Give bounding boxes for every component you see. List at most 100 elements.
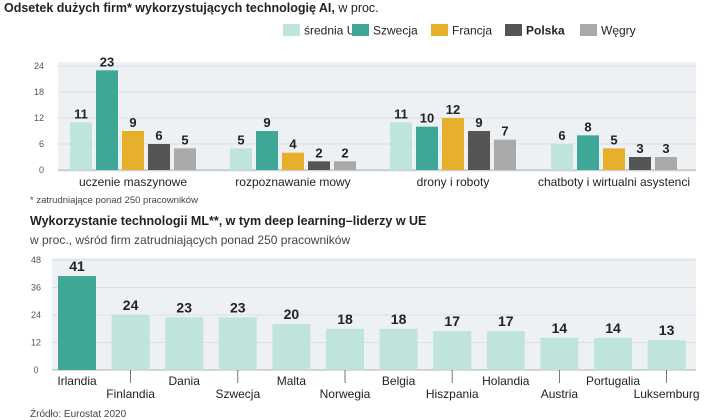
chart2-y-tick-label: 24 bbox=[31, 310, 41, 320]
chart2-category-label: Norwegia bbox=[320, 387, 371, 401]
chart1-bars: 11 23 9 6 5 5 9 4 2 2 11 10 12 9 7 6 8 5 3 3 bbox=[70, 54, 677, 170]
chart1-y-tick-label: 0 bbox=[39, 165, 44, 175]
chart2-y-axis: 0 12 24 36 48 bbox=[31, 255, 41, 375]
chart1-bar bbox=[655, 157, 677, 170]
chart1-bar bbox=[390, 122, 412, 170]
chart2-category-label: Austria bbox=[541, 387, 579, 401]
legend-label: Polska bbox=[526, 24, 565, 38]
legend-swatch bbox=[580, 24, 597, 36]
chart1-bar bbox=[96, 70, 118, 170]
chart1-bar bbox=[122, 131, 144, 170]
chart1-data-label: 4 bbox=[289, 137, 297, 152]
chart2-category-label: Finlandia bbox=[106, 387, 155, 401]
chart1-data-label: 9 bbox=[475, 115, 482, 130]
chart2-data-label: 14 bbox=[552, 320, 568, 336]
chart1-bar bbox=[494, 139, 516, 170]
chart2-bar bbox=[165, 317, 204, 370]
chart2-category-label: Portugalia bbox=[586, 374, 640, 388]
legend: średnia UE Szwecja Francja Polska Węgry bbox=[283, 24, 636, 38]
legend-label: Szwecja bbox=[373, 24, 418, 38]
chart2-data-label: 17 bbox=[444, 313, 460, 329]
chart2-bar bbox=[647, 340, 686, 370]
chart2-data-label: 18 bbox=[337, 311, 353, 327]
chart1-bar bbox=[334, 161, 356, 170]
legend-label: Węgry bbox=[601, 24, 636, 38]
chart1-bar bbox=[70, 122, 92, 170]
chart1-category-label: drony i roboty bbox=[417, 175, 490, 189]
chart2-y-tick-label: 0 bbox=[33, 365, 38, 375]
chart2-y-tick-label: 12 bbox=[31, 338, 41, 348]
chart2-x-axis: Irlandia Finlandia Dania Szwecja Malta Norweg… bbox=[57, 370, 700, 401]
legend-swatch bbox=[431, 24, 448, 36]
chart1-y-tick-label: 6 bbox=[39, 139, 44, 149]
chart1-bar bbox=[629, 157, 651, 170]
chart1-data-label: 2 bbox=[341, 145, 348, 160]
chart1-bar bbox=[174, 148, 196, 170]
chart1-y-tick-label: 24 bbox=[34, 61, 44, 71]
chart1-title: Odsetek dużych firm* wykorzystujących te… bbox=[4, 1, 379, 15]
chart1-bar bbox=[468, 131, 490, 170]
chart1-data-label: 12 bbox=[446, 102, 460, 117]
chart1-bar bbox=[308, 161, 330, 170]
chart2-data-label: 13 bbox=[659, 322, 675, 338]
chart2-data-label: 24 bbox=[123, 297, 139, 313]
chart1-bar bbox=[577, 135, 599, 170]
chart2-bars: 41 24 23 23 20 18 18 17 17 14 14 13 bbox=[58, 258, 686, 370]
chart1-y-tick-label: 18 bbox=[34, 87, 44, 97]
chart1-data-label: 9 bbox=[129, 115, 136, 130]
chart1-category-label: uczenie maszynowe bbox=[79, 175, 187, 189]
chart1-bar bbox=[603, 148, 625, 170]
chart1-data-label: 23 bbox=[100, 54, 114, 69]
chart1-data-label: 11 bbox=[394, 106, 408, 121]
chart2-grid bbox=[52, 259, 696, 371]
chart1-bar bbox=[442, 118, 464, 170]
chart1-bar bbox=[230, 148, 252, 170]
chart2-panel bbox=[52, 258, 696, 370]
chart2-subtitle: w proc., wśród firm zatrudniających pona… bbox=[29, 233, 350, 247]
chart2-bar bbox=[540, 337, 579, 370]
chart2-category-label: Dania bbox=[169, 374, 201, 388]
legend-swatch bbox=[352, 24, 369, 36]
chart2-bar bbox=[486, 331, 525, 370]
chart2-data-label: 23 bbox=[230, 299, 246, 315]
chart1-bar bbox=[551, 144, 573, 170]
chart1-data-label: 6 bbox=[558, 128, 565, 143]
chart2-data-label: 41 bbox=[69, 258, 85, 274]
chart2-category-label: Hiszpania bbox=[426, 387, 479, 401]
chart2-data-label: 20 bbox=[284, 306, 300, 322]
chart2-data-label: 14 bbox=[605, 320, 621, 336]
legend-swatch bbox=[505, 24, 522, 36]
chart1-data-label: 5 bbox=[181, 132, 188, 147]
chart2-category-label: Luksemburg bbox=[634, 387, 700, 401]
chart1-y-tick-label: 12 bbox=[34, 113, 44, 123]
chart2-y-tick-label: 48 bbox=[31, 255, 41, 265]
chart2-bar bbox=[379, 328, 418, 370]
chart1-data-label: 2 bbox=[315, 145, 322, 160]
chart1-x-axis: uczenie maszynowe rozpoznawanie mowy drony… bbox=[79, 175, 690, 189]
chart2-title: Wykorzystanie technologii ML**, w tym de… bbox=[30, 214, 426, 228]
chart1-data-label: 6 bbox=[155, 128, 162, 143]
chart2-bar bbox=[58, 276, 96, 370]
chart2-category-label: Szwecja bbox=[215, 387, 260, 401]
chart1-data-label: 5 bbox=[237, 132, 244, 147]
chart1-bar bbox=[148, 144, 170, 170]
chart2-category-label: Irlandia bbox=[57, 374, 97, 388]
chart2-bar bbox=[326, 328, 364, 370]
chart2-bar bbox=[594, 337, 632, 370]
chart1-data-label: 10 bbox=[420, 111, 434, 126]
chart1-bar bbox=[416, 126, 438, 170]
chart1-data-label: 8 bbox=[584, 119, 591, 134]
chart1-category-label: chatboty i wirtualni asystenci bbox=[538, 175, 690, 189]
chart2-category-label: Holandia bbox=[482, 374, 530, 388]
chart1-y-axis: 0 6 12 18 24 bbox=[34, 61, 44, 175]
legend-swatch bbox=[283, 24, 300, 36]
chart2-bar bbox=[272, 324, 311, 370]
chart2-data-label: 23 bbox=[176, 299, 192, 315]
chart2-data-label: 18 bbox=[391, 311, 407, 327]
chart2-category-label: Belgia bbox=[382, 374, 416, 388]
source-note: Źródło: Eurostat 2020 bbox=[30, 407, 127, 420]
chart2-bar bbox=[433, 331, 472, 370]
chart1-category-label: rozpoznawanie mowy bbox=[235, 175, 350, 189]
